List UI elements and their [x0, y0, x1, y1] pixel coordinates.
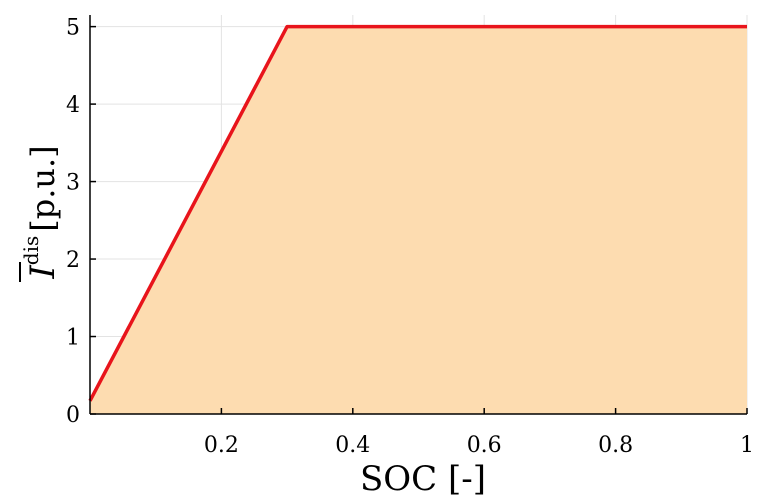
y-tick-label: 4 — [66, 93, 80, 118]
x-axis-label: SOC [-] — [360, 459, 486, 499]
y-tick-label: 5 — [66, 16, 80, 41]
x-tick-label: 0.8 — [598, 433, 633, 458]
x-tick-label: 1 — [740, 433, 754, 458]
axes — [89, 15, 748, 415]
y-tick-label: 1 — [66, 326, 80, 351]
series-line — [88, 24, 747, 402]
y-axis-label: Idis [p.u.] — [19, 145, 63, 279]
x-tick-labels: 0.2 0.4 0.6 0.8 1 — [204, 433, 754, 458]
y-tick-labels: 0 1 2 3 4 5 — [66, 16, 80, 428]
y-tick-label: 0 — [66, 403, 80, 428]
area-fill — [90, 26, 747, 414]
y-axis-label-unit: [p.u.] — [24, 145, 62, 231]
y-axis-label-superscript: dis — [19, 236, 43, 265]
svg-text:Idis[p.u.]: Idis [p.u.] — [19, 145, 63, 279]
x-tick-label: 0.4 — [335, 433, 370, 458]
y-axis-label-symbol: I — [23, 265, 63, 280]
y-tick-label: 3 — [66, 171, 80, 196]
y-tick-label: 2 — [66, 248, 80, 273]
x-tick-label: 0.6 — [467, 433, 502, 458]
x-tick-label: 0.2 — [204, 433, 239, 458]
